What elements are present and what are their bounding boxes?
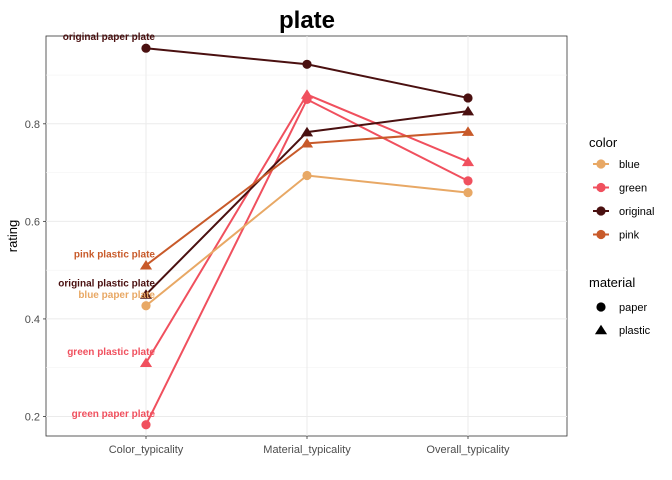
y-tick-label: 0.4 [25,314,40,326]
point-labels: original paper plate green plastic plate g… [58,32,155,420]
data-point [461,156,475,167]
legend-color-label: green [619,183,647,195]
legend-color-title: color [589,135,618,150]
y-tick-label: 0.8 [25,119,40,131]
y-axis: 0.2 0.4 0.6 0.8 [25,119,46,423]
data-point [300,126,314,137]
data-point [463,176,473,186]
legend-material-label: plastic [619,325,651,337]
point-label: blue paper plate [78,290,155,301]
legend-color-label: blue [619,159,640,171]
data-point [139,289,153,299]
data-point [461,126,475,136]
x-tick-label: Material_typicality [263,444,351,456]
legend-key-marker [596,182,606,193]
data-point [141,420,151,430]
data-point [139,357,153,368]
data-point [141,301,151,311]
legend-color-key [593,206,609,216]
legend-color-label: original [619,206,654,218]
legend-material-title: material [589,275,635,290]
x-tick-label: Color_typicality [109,444,184,456]
data-point [302,170,312,181]
point-label: pink plastic plate [74,249,156,260]
legend-material-marker [596,302,606,312]
data-point [300,138,314,148]
data-point [463,93,473,103]
data-point [461,105,475,116]
y-axis-title: rating [5,220,20,253]
chart-title: plate [279,7,335,34]
legend-color-key [593,182,609,193]
legend-key-marker [596,206,606,216]
y-tick-label: 0.6 [25,216,40,228]
y-tick-label: 0.2 [25,411,40,423]
legend-key-marker [596,159,606,169]
legend-key-marker [596,229,606,240]
legend-color-key [593,229,609,240]
legend-material-marker [594,324,608,335]
x-tick-label: Overall_typicality [426,444,510,456]
legend-material-label: paper [619,302,647,314]
series-points [139,43,475,430]
legend-color-key [593,159,609,169]
data-point [302,59,312,69]
point-label: original paper plate [63,32,156,43]
x-axis: Color_typicality Material_typicality Overa… [109,436,510,456]
point-label: green plastic plate [67,347,155,358]
data-point [139,259,153,270]
legend-color-label: pink [619,230,640,242]
point-label: green paper plate [72,409,156,420]
data-point [302,94,312,105]
point-label: original plastic plate [58,279,155,290]
data-point [141,43,151,53]
data-point [463,187,473,198]
